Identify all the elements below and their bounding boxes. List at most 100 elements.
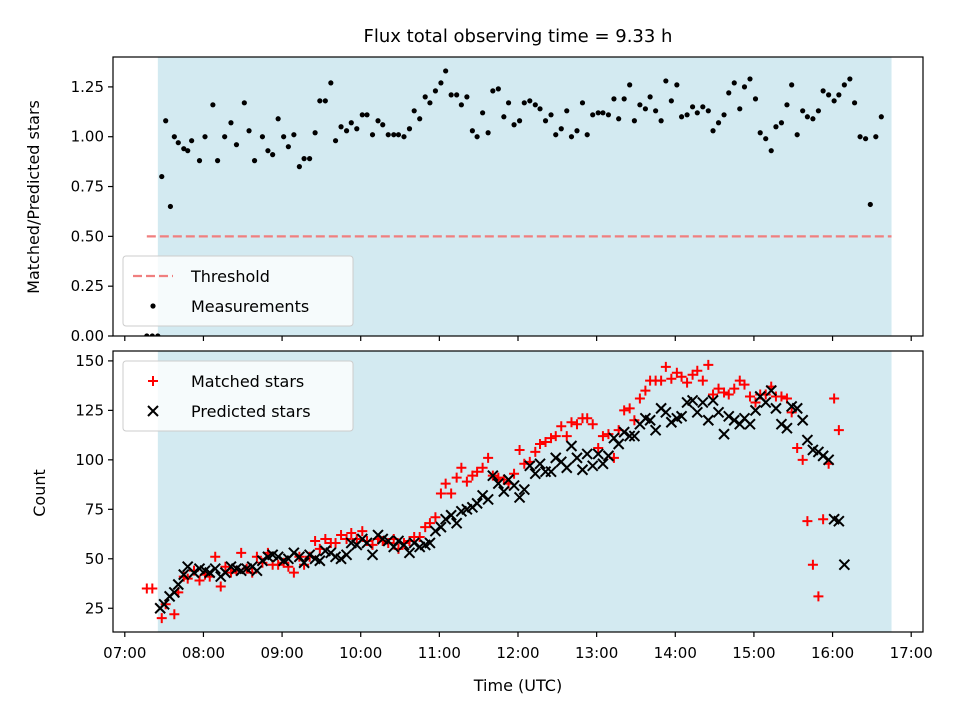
legend-label: Matched stars bbox=[191, 372, 304, 391]
data-point bbox=[322, 98, 328, 104]
data-point bbox=[346, 528, 357, 539]
data-point bbox=[414, 532, 425, 543]
data-point bbox=[718, 428, 730, 440]
data-point bbox=[303, 549, 316, 561]
data-point bbox=[175, 140, 181, 146]
data-point bbox=[196, 158, 203, 164]
data-point bbox=[448, 92, 454, 98]
data-point bbox=[642, 106, 648, 112]
data-point bbox=[619, 405, 630, 416]
data-point bbox=[366, 549, 379, 561]
data-point bbox=[747, 76, 753, 82]
data-point bbox=[597, 458, 609, 470]
x-tick-label: 17:00 bbox=[890, 644, 933, 662]
y-tick-label: 0.75 bbox=[71, 178, 104, 196]
data-point bbox=[675, 410, 688, 423]
data-point bbox=[692, 365, 703, 376]
data-point bbox=[222, 134, 228, 140]
data-point bbox=[156, 613, 167, 624]
y-tick-label: 100 bbox=[75, 451, 104, 469]
data-point bbox=[288, 547, 300, 559]
data-point bbox=[678, 114, 685, 120]
data-point bbox=[417, 116, 423, 122]
data-point bbox=[435, 488, 446, 499]
data-point bbox=[288, 567, 299, 578]
data-point bbox=[301, 156, 307, 162]
data-point bbox=[566, 417, 577, 428]
data-point bbox=[401, 134, 407, 140]
data-point bbox=[385, 132, 391, 138]
data-point bbox=[612, 438, 625, 450]
data-point bbox=[556, 421, 567, 432]
data-point bbox=[168, 586, 181, 599]
data-point bbox=[439, 513, 452, 525]
data-point bbox=[509, 468, 520, 479]
legend-box bbox=[122, 360, 354, 432]
data-point bbox=[411, 108, 417, 114]
data-point bbox=[712, 406, 725, 419]
data-point bbox=[443, 68, 449, 74]
data-point bbox=[744, 418, 756, 430]
data-point bbox=[682, 377, 693, 388]
data-point bbox=[815, 108, 822, 114]
data-point bbox=[532, 102, 538, 108]
data-point bbox=[275, 116, 281, 122]
data-point bbox=[469, 128, 475, 134]
data-point bbox=[359, 112, 365, 118]
data-point bbox=[668, 98, 674, 104]
data-point bbox=[272, 551, 284, 563]
data-point bbox=[579, 100, 586, 106]
data-point bbox=[511, 122, 517, 128]
data-point bbox=[686, 394, 699, 407]
data-point bbox=[188, 566, 200, 579]
series-measurements bbox=[144, 68, 884, 336]
data-point bbox=[702, 414, 715, 426]
data-point bbox=[451, 472, 462, 483]
data-point bbox=[697, 375, 708, 386]
data-point bbox=[708, 389, 719, 400]
data-point bbox=[593, 442, 604, 453]
data-point bbox=[561, 462, 573, 474]
data-point bbox=[836, 92, 842, 98]
data-point bbox=[637, 102, 643, 108]
data-point bbox=[707, 394, 719, 407]
data-point bbox=[546, 433, 557, 444]
data-point bbox=[291, 132, 297, 138]
data-point bbox=[719, 387, 730, 398]
data-point bbox=[340, 549, 353, 561]
data-point bbox=[789, 82, 795, 88]
data-point bbox=[408, 537, 420, 549]
data-point bbox=[553, 132, 559, 138]
data-point bbox=[873, 134, 879, 140]
data-point bbox=[461, 476, 472, 487]
data-point bbox=[336, 530, 347, 541]
data-point bbox=[424, 537, 436, 549]
data-point bbox=[810, 116, 816, 122]
data-point bbox=[676, 371, 687, 382]
data-point bbox=[862, 136, 869, 142]
data-point bbox=[273, 559, 284, 570]
x-tick-label: 08:00 bbox=[182, 644, 225, 662]
data-point bbox=[623, 430, 636, 442]
data-point bbox=[550, 452, 562, 464]
data-point bbox=[310, 535, 321, 546]
data-point bbox=[587, 460, 599, 472]
data-point bbox=[392, 535, 405, 547]
data-point bbox=[784, 102, 790, 108]
data-point bbox=[649, 424, 662, 436]
data-point bbox=[658, 118, 664, 124]
data-point bbox=[647, 94, 653, 100]
x-tick-label: 15:00 bbox=[732, 644, 775, 662]
y-tick-label: 25 bbox=[85, 599, 104, 617]
data-point bbox=[406, 126, 413, 132]
data-point bbox=[320, 533, 331, 544]
data-point bbox=[694, 110, 700, 116]
data-point bbox=[656, 375, 667, 386]
data-point bbox=[312, 130, 318, 136]
data-point bbox=[514, 444, 525, 455]
data-point bbox=[548, 112, 554, 118]
data-point bbox=[833, 425, 844, 436]
data-point bbox=[458, 102, 464, 108]
data-point bbox=[498, 485, 510, 498]
data-point bbox=[838, 559, 851, 571]
